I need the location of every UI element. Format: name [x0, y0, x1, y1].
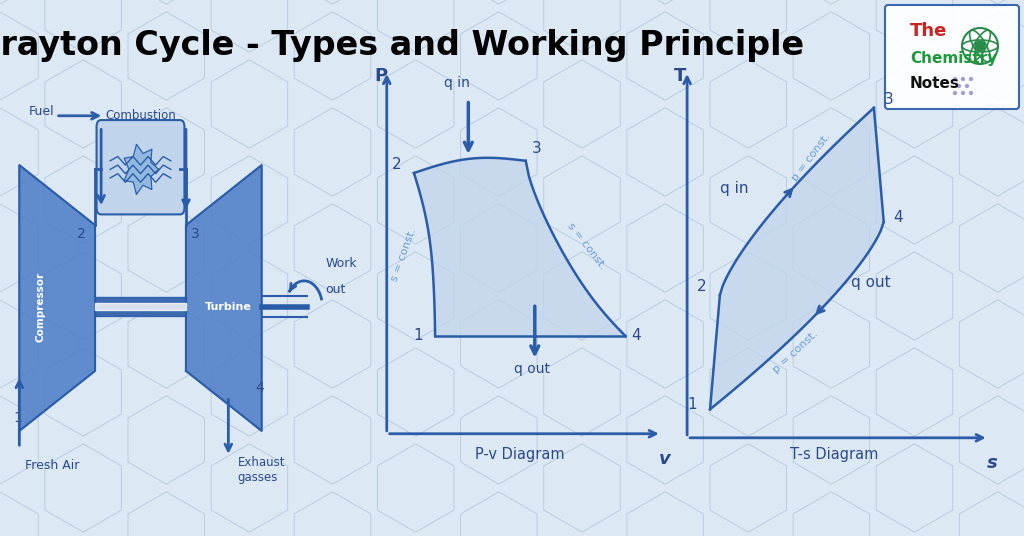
Text: 1: 1	[13, 411, 23, 425]
Text: Brayton Cycle - Types and Working Principle: Brayton Cycle - Types and Working Princi…	[0, 29, 805, 63]
Text: 4: 4	[632, 328, 641, 343]
Text: 2: 2	[392, 157, 401, 172]
Text: P-v Diagram: P-v Diagram	[475, 447, 564, 462]
Text: 1: 1	[414, 328, 423, 343]
Text: Turbine: Turbine	[205, 302, 252, 311]
Text: Fuel: Fuel	[29, 105, 54, 118]
Text: T: T	[675, 67, 687, 85]
Text: q out: q out	[514, 362, 550, 376]
Polygon shape	[710, 108, 884, 410]
Circle shape	[953, 92, 956, 94]
Text: Exhaust
gasses: Exhaust gasses	[238, 456, 285, 483]
Polygon shape	[124, 144, 159, 195]
Text: Fresh Air: Fresh Air	[26, 459, 80, 472]
Text: q out: q out	[851, 275, 891, 290]
Text: Compressor: Compressor	[36, 272, 45, 341]
Circle shape	[953, 78, 956, 80]
Circle shape	[957, 85, 961, 87]
Text: p = const.: p = const.	[771, 329, 819, 375]
Polygon shape	[414, 158, 626, 336]
Text: 4: 4	[894, 210, 903, 225]
Text: s = const.: s = const.	[389, 227, 418, 282]
Text: Combustion: Combustion	[105, 109, 176, 122]
Text: 1: 1	[687, 397, 697, 412]
Text: Work: Work	[326, 257, 357, 270]
Text: s: s	[986, 454, 997, 472]
Circle shape	[962, 78, 965, 80]
Text: 3: 3	[531, 140, 542, 155]
Text: q in: q in	[444, 77, 470, 91]
Polygon shape	[186, 165, 262, 431]
Text: 4: 4	[256, 381, 264, 395]
Text: p = const.: p = const.	[791, 131, 833, 183]
Text: Chemistry: Chemistry	[910, 50, 997, 65]
Text: 2: 2	[77, 227, 86, 241]
Text: out: out	[326, 283, 346, 296]
Circle shape	[970, 92, 973, 94]
Circle shape	[975, 41, 985, 51]
Circle shape	[966, 85, 969, 87]
Text: v: v	[658, 450, 671, 468]
Text: P: P	[374, 67, 387, 85]
Text: 2: 2	[697, 279, 707, 294]
Text: T-s Diagram: T-s Diagram	[791, 447, 879, 462]
Circle shape	[970, 78, 973, 80]
Text: q in: q in	[720, 181, 749, 196]
Text: 3: 3	[190, 227, 200, 241]
FancyBboxPatch shape	[885, 5, 1019, 109]
Text: s = const.: s = const.	[565, 221, 607, 271]
Text: Notes: Notes	[910, 77, 959, 92]
Circle shape	[962, 92, 965, 94]
Text: The: The	[910, 22, 947, 40]
Polygon shape	[19, 165, 95, 431]
Text: 3: 3	[884, 92, 894, 107]
FancyBboxPatch shape	[96, 120, 184, 214]
